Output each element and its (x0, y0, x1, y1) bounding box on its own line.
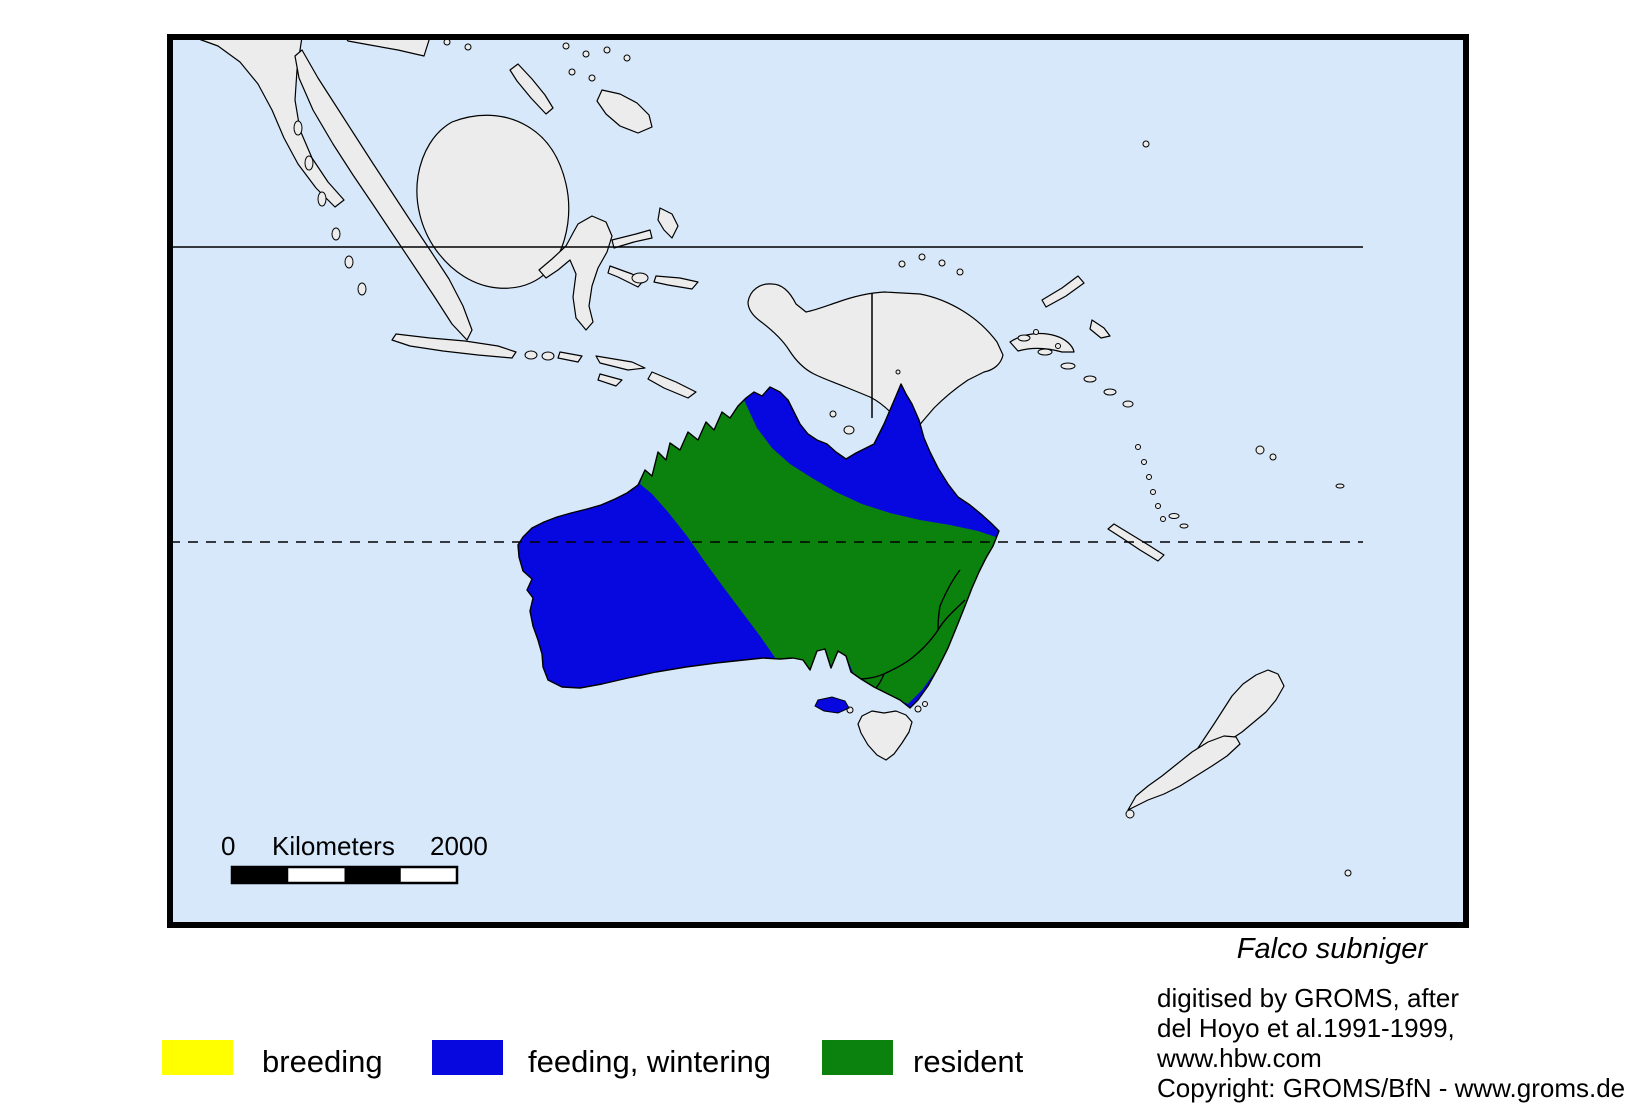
landmass-southeast-asia (171, 37, 653, 341)
legend-label-breeding: breeding (262, 1044, 383, 1079)
attribution-line: digitised by GROMS, after (1157, 983, 1459, 1013)
scale-bar (230, 865, 459, 885)
legend-label-feeding-wintering: feeding, wintering (528, 1044, 771, 1079)
scale-end-label: 2000 (430, 831, 488, 861)
species-title: Falco subniger (1236, 933, 1427, 965)
kangaroo-island-blue (814, 696, 850, 714)
legend: breeding feeding, wintering resident (0, 1036, 1644, 1096)
attribution-line: Copyright: GROMS/BfN - www.groms.de (1157, 1073, 1626, 1103)
legend-swatch-breeding (162, 1040, 233, 1075)
attribution-line: www.hbw.com (1157, 1043, 1322, 1073)
scale-unit-label: Kilometers (272, 831, 395, 861)
map-frame (167, 34, 1469, 928)
landmass-tasmania (829, 369, 928, 761)
attribution-block: digitised by GROMS, after del Hoyo et al… (1157, 983, 1625, 1103)
range-resident-region (640, 394, 999, 704)
legend-swatch-resident (822, 1040, 893, 1075)
legend-label-resident: resident (913, 1044, 1024, 1079)
landmass-new-zealand (1125, 669, 1352, 877)
scale-start-label: 0 (221, 831, 236, 861)
landmass-pacific-islands (1017, 140, 1345, 562)
landmass-indonesia-east (391, 207, 699, 399)
legend-swatch-feeding-wintering (432, 1040, 503, 1075)
attribution-line: del Hoyo et al.1991-1999, (1157, 1013, 1455, 1043)
map-contents (170, 37, 1363, 885)
